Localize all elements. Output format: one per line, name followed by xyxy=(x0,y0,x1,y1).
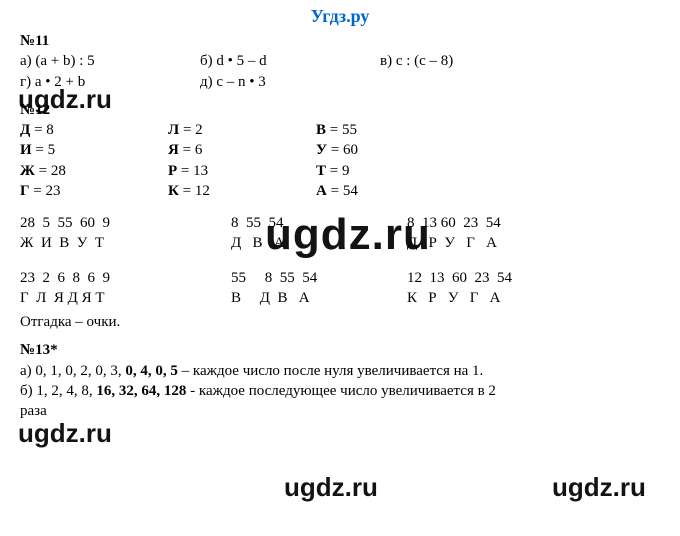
task12-letters-row3: Ж = 28 Р = 13 Т = 9 xyxy=(20,161,660,181)
task12-letters-row2: И = 5 Я = 6 У = 60 xyxy=(20,140,660,160)
task13-b: б) 1, 2, 4, 8, 16, 32, 64, 128 - каждое … xyxy=(20,381,660,401)
task11-g: г) a • 2 + b xyxy=(20,72,200,92)
watermark: ugdz.ru xyxy=(284,472,378,503)
task12-answer: Отгадка – очки. xyxy=(20,312,660,332)
task11-row2: г) a • 2 + b д) c – n • 3 xyxy=(20,72,660,92)
task11-v: в) c : (c – 8) xyxy=(380,51,453,71)
cipher-row-1: 28 5 55 60 9 Ж И В У Т 8 55 54 Д В А 8 1… xyxy=(20,213,660,254)
task13-a: а) 0, 1, 0, 2, 0, 3, 0, 4, 0, 5 – каждое… xyxy=(20,361,660,381)
task12-letters-row1: Д = 8 Л = 2 В = 55 xyxy=(20,120,660,140)
task11-row1: а) (a + b) : 5 б) d • 5 – d в) c : (c – … xyxy=(20,51,660,71)
task11-number: №11 xyxy=(20,31,660,51)
task12-number: №12 xyxy=(20,100,660,120)
task11-b: б) d • 5 – d xyxy=(200,51,380,71)
task13-number: №13* xyxy=(20,340,660,360)
task11-d: д) c – n • 3 xyxy=(200,72,266,92)
page-content: №11 а) (a + b) : 5 б) d • 5 – d в) c : (… xyxy=(0,31,680,421)
task11-a: а) (a + b) : 5 xyxy=(20,51,200,71)
cipher-row-2: 23 2 6 8 6 9 Г Л Я Д Я Т 55 8 55 54 В Д … xyxy=(20,268,660,309)
watermark: ugdz.ru xyxy=(18,418,112,449)
site-header: Угдз.ру xyxy=(0,0,680,31)
task13-b-cont: раза xyxy=(20,401,660,421)
watermark: ugdz.ru xyxy=(552,472,646,503)
task12-letters-row4: Г = 23 К = 12 А = 54 xyxy=(20,181,660,201)
